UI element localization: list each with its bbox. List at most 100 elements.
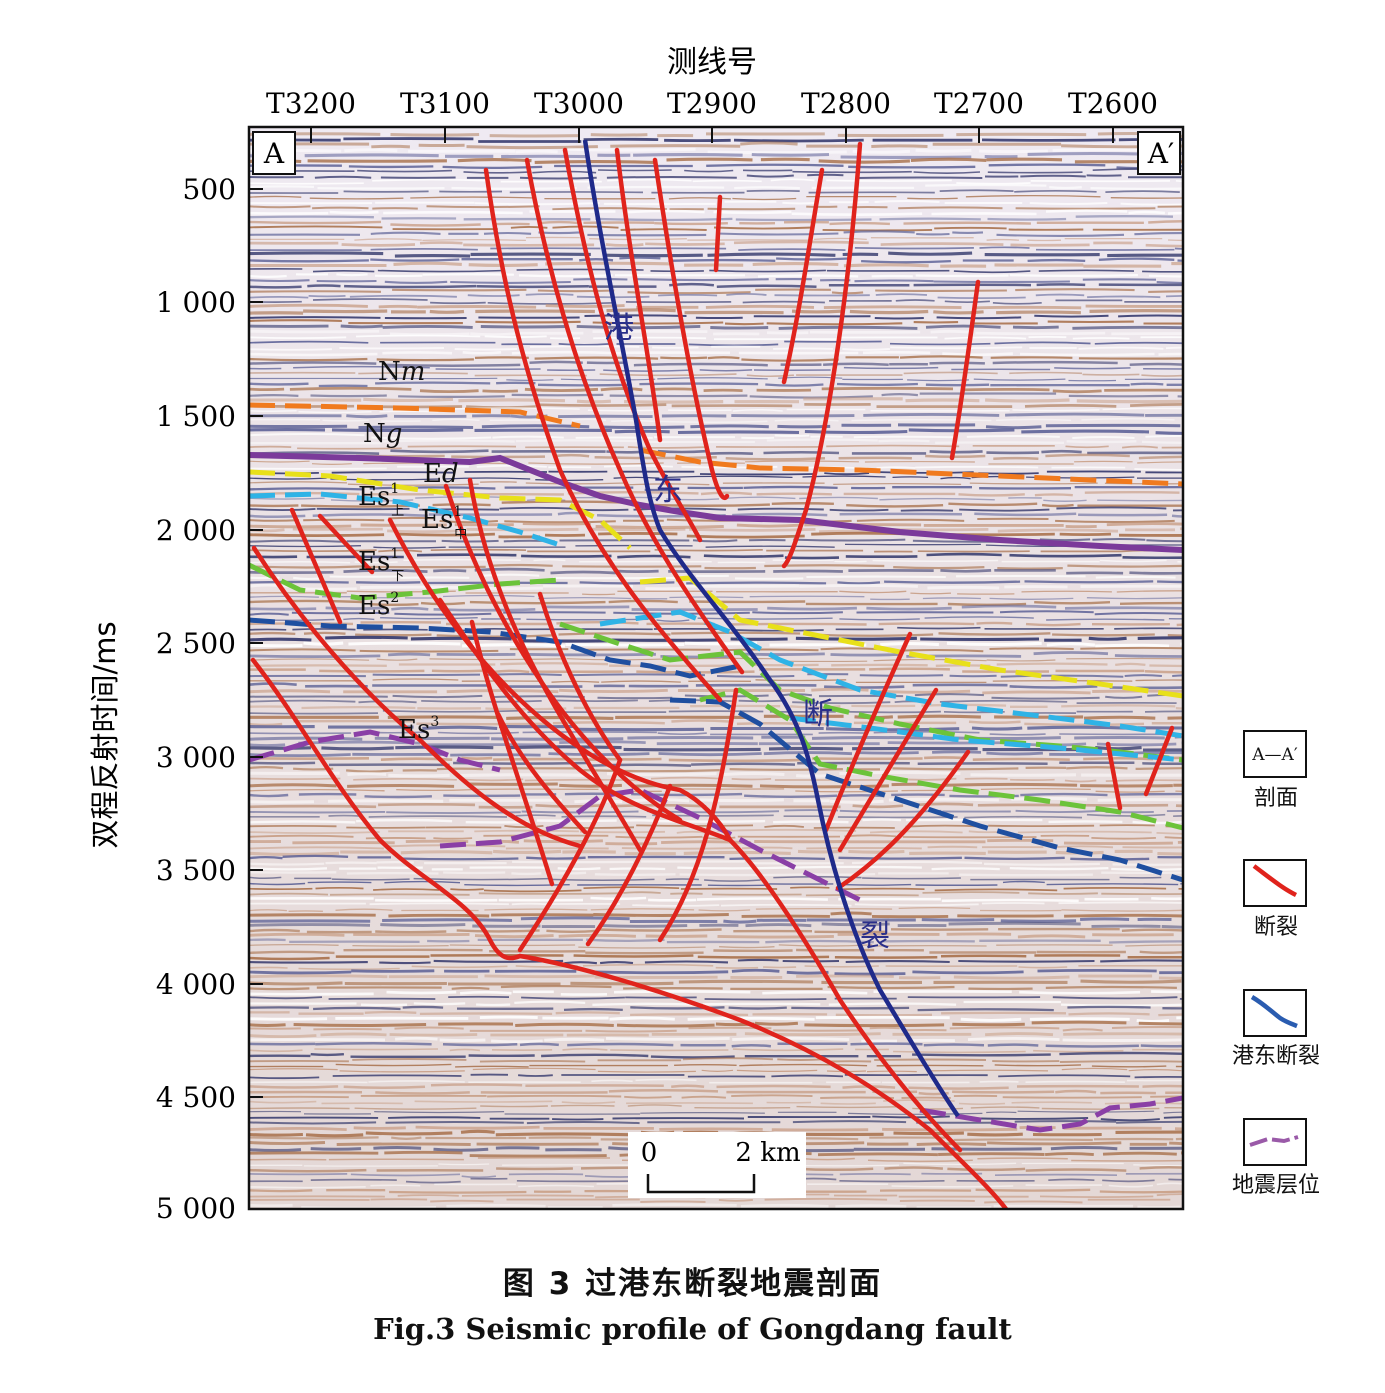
reflector-trace: [249, 1051, 1183, 1059]
reflector-trace: [249, 906, 1183, 912]
reflector-trace: [249, 792, 1183, 799]
reflector-trace: [249, 132, 1183, 138]
reflector-trace: [249, 782, 1183, 789]
reflector-trace: [249, 813, 1183, 819]
fault-line: [289, 507, 343, 625]
horizon-nm-orange: [249, 402, 581, 429]
seismic-section: [249, 127, 1183, 1209]
seismic-reflectors: [249, 132, 1183, 1209]
reflector-trace: [249, 604, 1183, 612]
reflector-trace: [249, 1197, 1183, 1204]
reflector-trace: [249, 1078, 1183, 1084]
reflector-trace: [249, 334, 1183, 341]
horizon-es1m-cyan: [599, 609, 1183, 739]
fault-line: [495, 711, 588, 835]
reflector-trace: [249, 418, 1183, 423]
reflector-trace: [249, 776, 1183, 783]
horizon-es2-green: [699, 687, 1183, 831]
line-label: T2800: [801, 87, 891, 120]
reflector-trace: [249, 673, 1183, 678]
reflector-trace: [249, 693, 1183, 700]
reflector-trace: [249, 1005, 1183, 1012]
line-number-labels: T3200 T3100 T3000 T2900 T2800 T2700 T260…: [266, 87, 1158, 120]
fault-line: [837, 687, 939, 853]
legend-horizon: 地震层位: [1232, 1118, 1320, 1198]
fault-line: [652, 157, 730, 501]
time-label: 500: [183, 173, 236, 206]
reflector-trace: [249, 1057, 1183, 1063]
fault-line: [537, 591, 623, 763]
reflector-trace: [249, 292, 1183, 299]
reflector-trace: [249, 543, 1183, 549]
horizon-es3-purple: [249, 729, 501, 773]
legend-gangdong: 港东断裂: [1232, 989, 1320, 1069]
reflector-trace: [249, 921, 1183, 929]
reflector-trace: [249, 943, 1183, 949]
reflector-trace: [249, 974, 1183, 980]
reflector-trace: [249, 236, 1183, 242]
reflector-trace: [249, 932, 1183, 939]
legend-gangdong-swatch: [1250, 995, 1298, 1029]
legend-fault-swatch: [1252, 864, 1298, 898]
line-label: T2700: [934, 87, 1024, 120]
legend-horizon-label: 地震层位: [1232, 1173, 1320, 1198]
fault-line: [250, 657, 1009, 1209]
fault-line: [1143, 725, 1175, 797]
fault-line: [317, 513, 375, 575]
fault-name-char: 港: [604, 311, 634, 346]
horizon-deep-purple: [439, 787, 862, 903]
fault-line: [1105, 741, 1123, 811]
label-nm: Nm: [378, 357, 425, 387]
legend-fault-label: 断裂: [1254, 915, 1298, 940]
legend-profile: A—A′ 剖面: [1243, 730, 1307, 811]
time-label: 1 500: [156, 400, 236, 433]
horizons: [249, 402, 1183, 1133]
reflector-trace: [249, 635, 1183, 643]
scale-bar: 0 2 km: [628, 1132, 806, 1198]
reflector-trace: [249, 927, 1183, 934]
reflector-trace: [249, 1073, 1183, 1080]
reflector-trace: [249, 990, 1183, 996]
reflector-trace: [249, 756, 1183, 763]
reflector-trace: [249, 538, 1183, 543]
horizon-purple-ng: [249, 452, 1183, 553]
horizon-es3-blue: [669, 697, 1183, 883]
legend: A—A′ 剖面 断裂 港东断裂 地震层位: [1232, 730, 1320, 1198]
time-labels: 500 1 000 1 500 2 000 2 500 3 000 3 500 …: [156, 173, 236, 1225]
reflector-trace: [249, 449, 1183, 455]
reflector-trace: [249, 365, 1183, 372]
reflector-trace: [249, 1099, 1183, 1106]
corner-box-right: [1137, 131, 1181, 175]
reflector-trace: [249, 1032, 1183, 1038]
horizon-es2-blue: [249, 617, 741, 679]
label-ng: Ng: [363, 419, 402, 449]
reflector-trace: [249, 319, 1183, 326]
label-es1-upper: Es1 上: [358, 481, 404, 519]
reflector-trace: [249, 173, 1183, 180]
fault-line: [517, 757, 623, 953]
reflector-trace: [249, 511, 1183, 519]
fault-line: [713, 194, 723, 273]
corner-label-left: A: [263, 137, 285, 170]
reflector-trace: [249, 209, 1183, 216]
reflector-trace: [249, 938, 1183, 944]
reflector-trace: [249, 709, 1183, 715]
reflector-trace: [249, 1036, 1182, 1044]
reflector-trace: [249, 1063, 1183, 1068]
fault-line: [483, 167, 723, 703]
reflector-trace: [249, 766, 1183, 773]
left-ticks: [249, 188, 263, 1098]
label-es2: Es2: [358, 590, 399, 621]
reflector-trace: [249, 412, 1183, 419]
reflector-trace: [249, 731, 1183, 736]
reflector-trace: [249, 886, 1183, 893]
reflector-trace: [249, 205, 1183, 211]
reflector-trace: [249, 500, 1183, 508]
reflector-trace: [249, 1020, 1183, 1028]
reflector-trace: [249, 230, 1183, 237]
reflector-trace: [249, 273, 1183, 278]
reflector-trace: [249, 1120, 1183, 1125]
time-label: 2 500: [156, 627, 236, 660]
label-es3: Es3: [398, 714, 439, 745]
reflector-trace: [249, 141, 1183, 150]
